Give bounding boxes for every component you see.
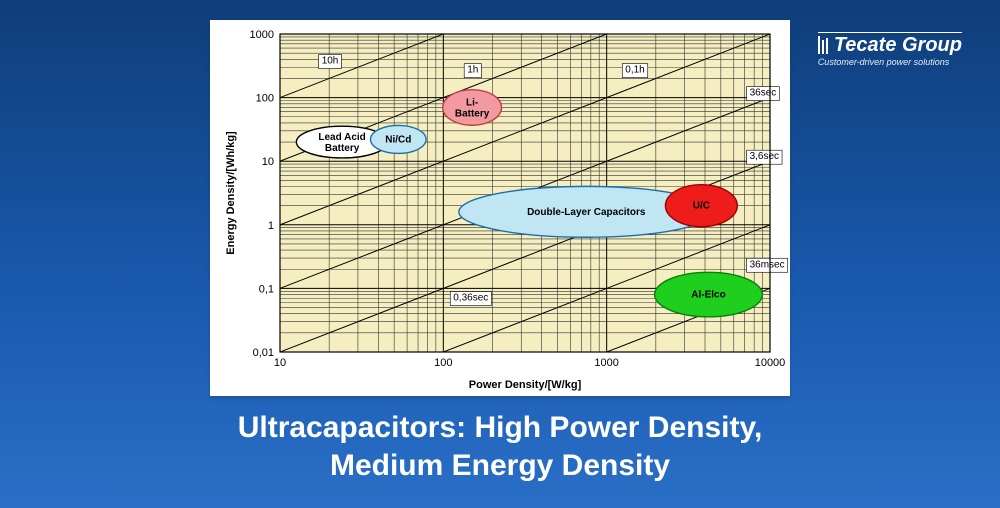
iso-time-label: 3,6sec: [750, 151, 779, 162]
bubble-label-li-battery: Li-: [466, 97, 478, 108]
bubble-label-uc: U/C: [693, 201, 710, 212]
y-tick: 1: [268, 220, 274, 232]
iso-time-label: 10h: [322, 55, 339, 66]
caption: Ultracapacitors: High Power Density, Med…: [0, 409, 1000, 484]
chart-svg: 10 100 1000 10000 0,01 0,1 1 10 100 1000 10h 1h 0,1h…: [210, 20, 790, 396]
bubble-label-lead-acid: Battery: [325, 143, 360, 154]
bubble-label-nicd: Ni/Cd: [385, 134, 411, 145]
y-tick: 0,01: [253, 347, 274, 359]
iso-time-label: 0,1h: [625, 65, 644, 76]
iso-time-label: 1h: [467, 65, 478, 76]
y-tick: 0,1: [259, 283, 274, 295]
bubble-label-edlc: Double-Layer Capacitors: [527, 207, 646, 218]
caption-line-2: Medium Energy Density: [330, 449, 670, 482]
y-tick: 10: [262, 156, 274, 168]
bubble-label-li-battery: Battery: [455, 108, 490, 119]
bubble-label-al-elco: Al-Elco: [691, 290, 725, 301]
x-tick: 1000: [594, 357, 618, 369]
brand-tagline: Customer-driven power solutions: [818, 58, 962, 67]
x-tick: 10000: [755, 357, 786, 369]
x-tick: 100: [434, 357, 452, 369]
brand-logo: Tecate Group Customer-driven power solut…: [818, 32, 962, 67]
y-tick: 100: [256, 93, 274, 105]
bubble-label-lead-acid: Lead Acid: [318, 132, 365, 143]
iso-time-label: 36sec: [750, 88, 777, 99]
y-tick: 1000: [250, 29, 274, 41]
brand-name: Tecate Group: [818, 32, 962, 56]
x-tick: 10: [274, 357, 286, 369]
iso-time-label: 36msec: [750, 259, 785, 270]
page-root: Tecate Group Customer-driven power solut…: [0, 0, 1000, 508]
ragone-chart: 10 100 1000 10000 0,01 0,1 1 10 100 1000 10h 1h 0,1h…: [210, 20, 790, 396]
caption-line-1: Ultracapacitors: High Power Density,: [238, 411, 763, 444]
x-axis-title: Power Density/[W/kg]: [469, 379, 582, 391]
y-axis-title: Energy Density/[Wh/kg]: [225, 131, 237, 255]
iso-time-label: 0,36sec: [453, 293, 488, 304]
